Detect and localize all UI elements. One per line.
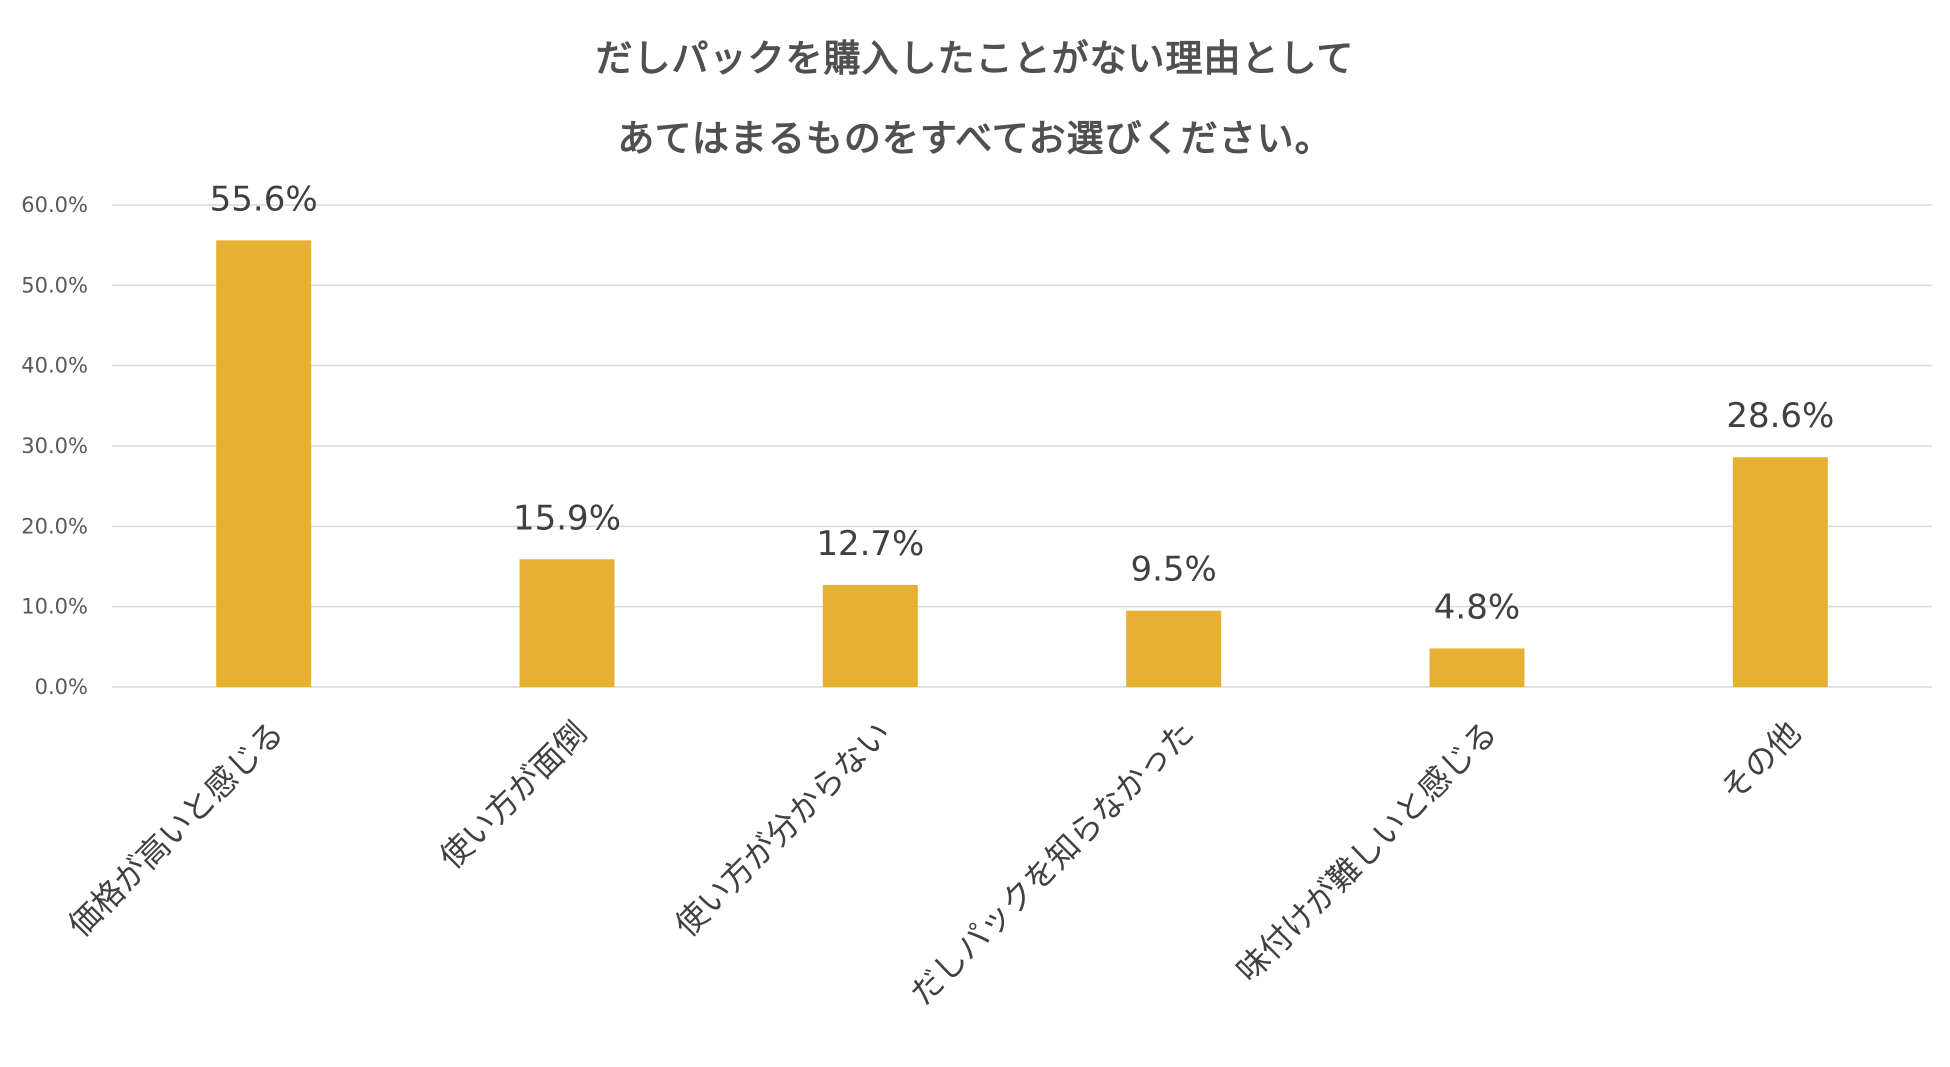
y-tick-label: 10.0%	[21, 595, 88, 619]
category-label: その他	[1713, 714, 1808, 809]
data-label: 12.7%	[816, 524, 924, 564]
bar	[216, 240, 312, 687]
bar	[1732, 457, 1828, 687]
y-tick-label: 60.0%	[21, 193, 88, 217]
category-label: 価格が高いと感じる	[61, 714, 292, 945]
category-label: 味付けが難しいと感じる	[1229, 714, 1505, 990]
gridlines: 0.0% 10.0% 20.0% 30.0% 40.0% 50.0% 60.0%	[21, 193, 1932, 699]
bar	[519, 559, 615, 687]
data-label: 55.6%	[210, 179, 318, 219]
y-tick-label: 0.0%	[35, 675, 88, 699]
chart-title-line-1: だしパックを購入したことがない理由として	[595, 37, 1355, 80]
y-tick-label: 20.0%	[21, 514, 88, 538]
y-tick-label: 30.0%	[21, 434, 88, 458]
data-label: 9.5%	[1130, 550, 1216, 590]
data-label: 4.8%	[1434, 587, 1520, 627]
category-label: 使い方が分からない	[667, 714, 898, 945]
bar	[1429, 648, 1525, 687]
category-label: だしパックを知らなかった	[903, 714, 1201, 1012]
data-labels: 55.6% 15.9% 12.7% 9.5% 4.8% 28.6%	[210, 179, 1835, 627]
bar	[1126, 610, 1222, 687]
category-label: 使い方が面倒	[432, 714, 595, 877]
y-tick-label: 50.0%	[21, 273, 88, 297]
y-tick-label: 40.0%	[21, 354, 88, 378]
bar	[822, 584, 918, 687]
chart-title-line-2: あてはまるものをすべてお選びください。	[617, 117, 1333, 160]
bars	[216, 240, 1828, 687]
category-labels: 価格が高いと感じる 使い方が面倒 使い方が分からない だしパックを知らなかった 味付けが…	[61, 714, 1808, 1012]
data-label: 15.9%	[513, 498, 621, 538]
data-label: 28.6%	[1726, 396, 1834, 436]
